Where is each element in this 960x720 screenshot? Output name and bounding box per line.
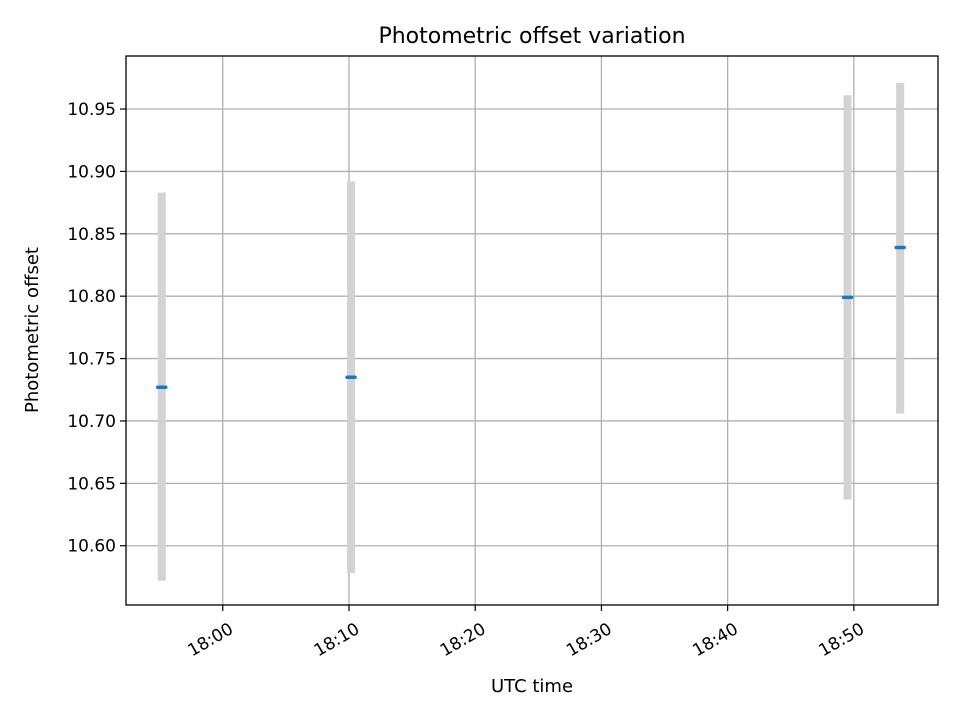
y-axis-label: Photometric offset bbox=[22, 247, 43, 413]
y-tick-label: 10.65 bbox=[67, 474, 116, 494]
x-tick-label: 18:20 bbox=[437, 619, 489, 661]
y-tick-label: 10.60 bbox=[67, 537, 116, 557]
chart-title: Photometric offset variation bbox=[378, 24, 685, 49]
y-tick-label: 10.75 bbox=[67, 350, 116, 370]
x-tick-label: 18:30 bbox=[563, 619, 615, 661]
y-tick-label: 10.80 bbox=[67, 287, 116, 307]
x-axis-label: UTC time bbox=[491, 676, 573, 697]
x-tick-label: 18:40 bbox=[689, 619, 741, 661]
y-tick-label: 10.90 bbox=[67, 162, 116, 182]
y-tick-label: 10.95 bbox=[67, 100, 116, 120]
y-axis-ticks: 10.60 10.65 10.70 10.75 10.80 10.85 10.90 10.95 bbox=[67, 100, 126, 557]
grid bbox=[126, 56, 938, 605]
plot-frame bbox=[125, 55, 939, 606]
y-tick-label: 10.70 bbox=[67, 412, 116, 432]
x-tick-label: 18:50 bbox=[816, 619, 868, 661]
x-tick-label: 18:00 bbox=[184, 619, 236, 661]
x-axis-ticks: 18:00 18:10 18:20 18:30 18:40 18:50 bbox=[184, 605, 868, 661]
error-bars bbox=[157, 82, 905, 581]
x-tick-label: 18:10 bbox=[311, 619, 363, 661]
y-tick-label: 10.85 bbox=[67, 225, 116, 245]
data-points bbox=[156, 245, 906, 390]
